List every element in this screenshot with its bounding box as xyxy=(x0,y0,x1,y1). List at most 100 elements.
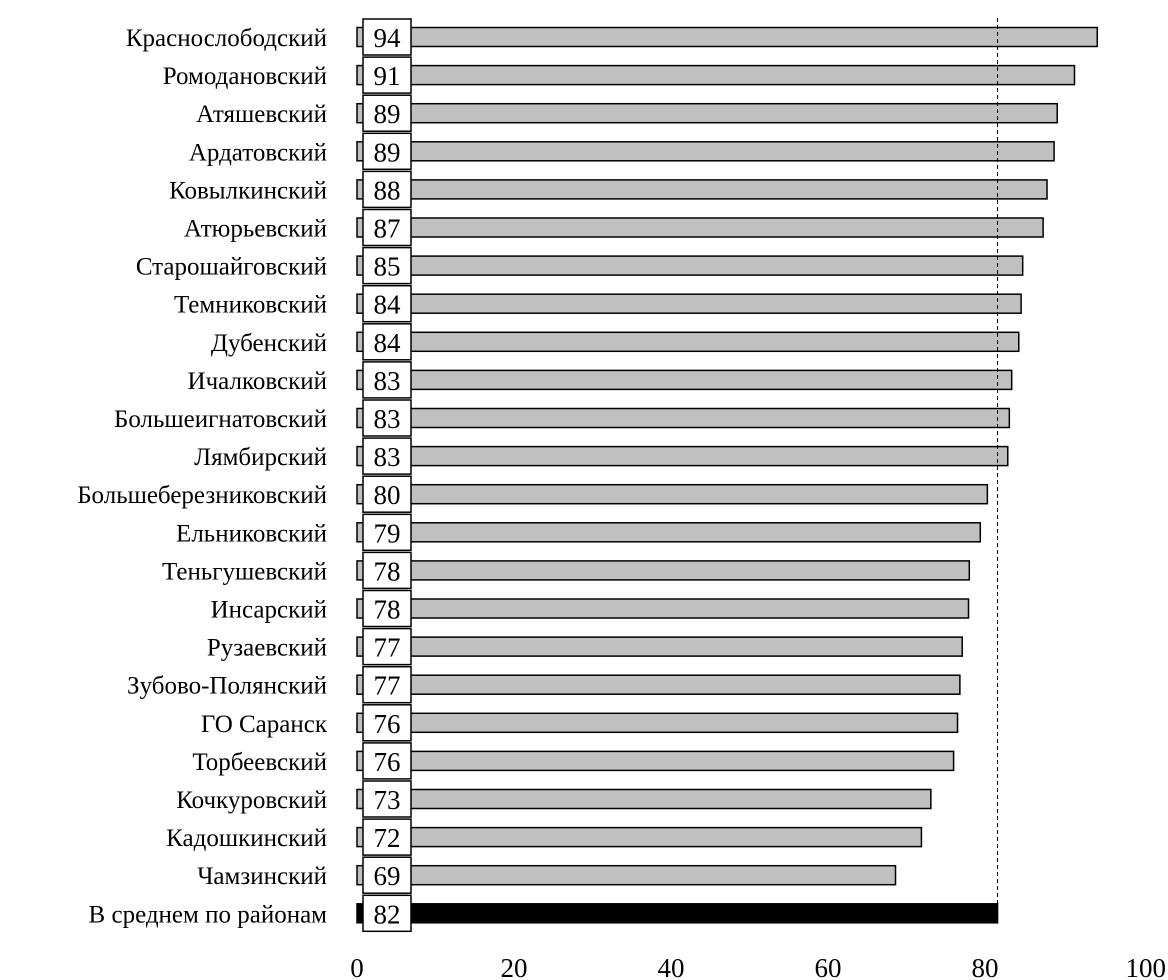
value-label: 76 xyxy=(374,747,401,777)
bar xyxy=(356,102,1058,124)
category-label: Чамзинский xyxy=(197,863,327,890)
category-label: Ельниковский xyxy=(176,520,327,547)
value-label-box xyxy=(362,132,412,171)
value-label: 84 xyxy=(374,290,402,320)
bar xyxy=(356,864,897,886)
value-label: 89 xyxy=(374,137,401,167)
x-tick-label: 60 xyxy=(815,953,842,980)
category-label: Ромодановский xyxy=(163,63,327,90)
category-label: Атюрьевский xyxy=(184,216,327,243)
category-label: Старошайговский xyxy=(136,254,327,281)
value-label-box xyxy=(362,742,412,780)
x-axis-ticks-layer: 0 20 40 60 80 100 xyxy=(350,953,1166,980)
value-label-box xyxy=(362,56,412,94)
value-label-box xyxy=(362,513,412,552)
bar xyxy=(356,598,970,619)
x-tick-label: 80 xyxy=(972,953,999,980)
category-label: Большеберезниковский xyxy=(77,482,327,509)
value-label: 77 xyxy=(374,633,401,663)
category-label: Темниковский xyxy=(174,292,327,319)
value-label-box xyxy=(362,704,412,742)
bar xyxy=(356,64,1076,86)
value-label-box xyxy=(362,780,412,818)
x-tick-label: 0 xyxy=(350,953,364,980)
bar xyxy=(356,255,1024,276)
bar xyxy=(356,712,959,734)
value-label: 84 xyxy=(374,328,402,358)
value-label-box xyxy=(362,323,412,361)
value-label: 83 xyxy=(374,404,401,434)
value-label-box xyxy=(362,589,412,628)
bar xyxy=(356,293,1022,314)
category-labels-layer: Краснослободский Ромодановский Атяшевский А… xyxy=(77,25,328,928)
value-label: 78 xyxy=(374,556,401,586)
x-tick-label: 20 xyxy=(501,953,528,980)
value-label-box xyxy=(362,399,412,437)
value-label-box xyxy=(362,208,412,247)
value-label-box xyxy=(362,856,412,894)
value-label-box xyxy=(362,551,412,590)
category-label: В среднем по районам xyxy=(89,901,328,928)
bar-average xyxy=(356,903,999,924)
value-label: 85 xyxy=(374,252,401,282)
bar xyxy=(356,369,1013,391)
value-label-box xyxy=(362,818,412,856)
bar xyxy=(356,788,932,810)
bar xyxy=(356,217,1044,238)
x-tick-label: 100 xyxy=(1126,953,1167,980)
category-label: ГО Саранск xyxy=(201,711,328,738)
value-label-box xyxy=(362,170,412,209)
category-label: Ковылкинский xyxy=(169,177,327,204)
bar xyxy=(356,826,923,848)
bar xyxy=(356,407,1011,429)
value-label-box xyxy=(362,246,412,285)
value-label: 77 xyxy=(374,671,401,701)
value-label-box xyxy=(362,437,412,475)
value-label-box xyxy=(362,361,412,399)
category-label: Большеигнатовский xyxy=(114,406,327,433)
value-label: 83 xyxy=(374,442,401,472)
category-label: Кочкуровский xyxy=(176,787,327,814)
value-label: 73 xyxy=(374,785,401,815)
category-label: Дубенский xyxy=(211,330,327,357)
category-label: Лямбирский xyxy=(194,444,327,471)
value-label: 78 xyxy=(374,595,401,625)
bar xyxy=(356,674,961,695)
value-label-box xyxy=(362,665,412,704)
category-label: Зубово-Полянский xyxy=(127,673,327,700)
category-label: Атяшевский xyxy=(196,101,327,128)
value-label: 94 xyxy=(374,23,402,53)
category-label: Кадошкинский xyxy=(166,825,327,852)
value-label-box xyxy=(362,627,412,666)
value-label-box xyxy=(362,284,412,323)
value-label: 80 xyxy=(374,480,401,510)
category-label: Теньгушевский xyxy=(162,558,327,585)
bar xyxy=(356,141,1055,162)
value-label: 88 xyxy=(374,175,401,205)
category-label: Ичалковский xyxy=(188,368,327,395)
value-label: 69 xyxy=(374,861,401,891)
category-label: Рузаевский xyxy=(207,635,327,662)
value-label: 83 xyxy=(374,366,401,396)
value-label-box xyxy=(362,475,412,513)
bar xyxy=(356,750,955,772)
value-label: 87 xyxy=(374,214,401,244)
category-label: Краснослободский xyxy=(126,25,327,52)
category-label: Торбеевский xyxy=(192,749,327,776)
bar xyxy=(356,445,1009,467)
value-label-box xyxy=(362,94,412,132)
bar xyxy=(356,636,963,657)
value-label-box xyxy=(362,894,412,933)
value-label: 72 xyxy=(374,823,401,853)
bar xyxy=(356,26,1099,48)
value-labels-layer: 94 91 89 89 88 87 85 84 84 83 83 83 80 79 78 78 77 77 76 76… xyxy=(362,18,412,933)
value-label: 79 xyxy=(374,518,401,548)
bar xyxy=(356,522,982,543)
value-label: 89 xyxy=(374,99,401,129)
category-label: Ардатовский xyxy=(189,139,327,166)
category-label: Инсарский xyxy=(211,597,327,624)
bars-layer xyxy=(356,26,1099,924)
value-label: 91 xyxy=(374,61,401,91)
bar xyxy=(356,560,971,581)
